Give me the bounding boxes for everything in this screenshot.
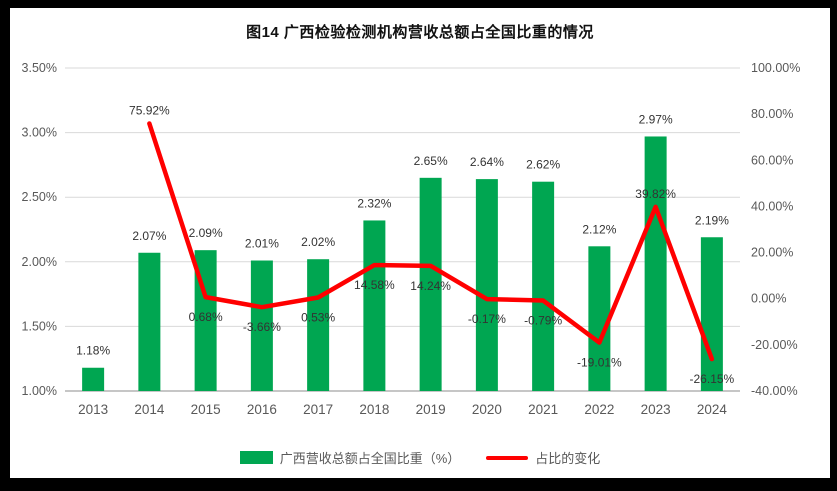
- bar-data-label: 2.01%: [245, 237, 279, 251]
- x-axis-category-label: 2023: [641, 402, 671, 417]
- bar-series-swatch-icon: [239, 451, 273, 464]
- x-axis-category-label: 2019: [416, 402, 446, 417]
- left-axis-tick-label: 2.50%: [22, 190, 57, 204]
- bar-data-label: 2.65%: [414, 154, 448, 168]
- x-axis-category-label: 2013: [78, 402, 108, 417]
- chart-title: 图14 广西检验检测机构营收总额占全国比重的情况: [246, 24, 594, 41]
- left-axis-tick-label: 3.50%: [22, 61, 57, 75]
- right-axis-tick-label: 100.00%: [751, 61, 800, 75]
- line-data-label: 14.24%: [410, 279, 451, 293]
- line-data-label: -19.01%: [577, 356, 622, 370]
- bar: [532, 181, 555, 391]
- bar: [588, 246, 611, 391]
- line-data-label: 39.82%: [635, 187, 676, 201]
- bar-data-label: 2.62%: [526, 158, 560, 172]
- bar-data-label: 2.12%: [582, 222, 616, 236]
- x-axis-category-label: 2015: [191, 402, 221, 417]
- left-axis-tick-label: 1.50%: [22, 319, 57, 333]
- bar: [250, 260, 273, 391]
- right-axis-tick-label: 60.00%: [751, 153, 793, 167]
- legend-bar-series-label: 广西营收总额占全国比重（%）: [279, 451, 461, 466]
- legend-line-series-label: 占比的变化: [535, 451, 601, 466]
- right-axis-tick-label: 40.00%: [751, 199, 793, 213]
- legend-item-line-series: 占比的变化: [486, 448, 600, 467]
- x-axis-category-label: 2024: [697, 402, 728, 417]
- left-axis-tick-label: 3.00%: [22, 126, 57, 140]
- x-axis-category-label: 2014: [134, 402, 165, 417]
- right-axis-tick-label: 0.00%: [751, 292, 786, 306]
- bar: [82, 367, 105, 391]
- line-data-label: -0.17%: [468, 312, 506, 326]
- right-axis-tick-label: 20.00%: [751, 246, 793, 260]
- line-data-label: 0.68%: [189, 310, 223, 324]
- bar-data-label: 2.02%: [301, 235, 335, 249]
- bar: [700, 237, 723, 391]
- line-series: [147, 121, 715, 362]
- chart-svg: 3.50% 3.00% 2.50% 2.00% 1.50% 1.00% 100.00% 80.…: [22, 61, 801, 417]
- legend-item-bar-series: 广西营收总额占全国比重（%）: [239, 448, 461, 467]
- line-data-label: 14.58%: [354, 278, 395, 292]
- chart-canvas: 图14 广西检验检测机构营收总额占全国比重的情况 3.50% 3.00% 2.50%…: [10, 8, 830, 478]
- right-axis-tick-label: -40.00%: [751, 384, 798, 398]
- bar-data-label: 2.32%: [357, 196, 391, 210]
- line-data-label: -3.66%: [243, 320, 281, 334]
- line-data-label: -26.15%: [690, 372, 735, 386]
- bar: [363, 220, 386, 391]
- bar: [475, 179, 498, 391]
- bar: [419, 177, 442, 391]
- bar: [307, 259, 330, 391]
- x-axis-category-label: 2016: [247, 402, 277, 417]
- bar-data-label: 2.09%: [189, 226, 223, 240]
- bar-data-label: 1.18%: [76, 344, 110, 358]
- right-axis-tick-label: -20.00%: [751, 338, 798, 352]
- x-axis-category-label: 2020: [472, 402, 502, 417]
- line-data-label: -0.79%: [524, 314, 562, 328]
- x-axis-category-label: 2018: [359, 402, 389, 417]
- line-data-label: 0.53%: [301, 310, 335, 324]
- bar-data-label: 2.97%: [639, 112, 673, 126]
- line-series-swatch-icon: [486, 455, 529, 460]
- bar: [644, 136, 667, 391]
- bar-data-label: 2.07%: [132, 229, 166, 243]
- bar-data-label: 2.64%: [470, 155, 504, 169]
- left-axis-tick-label: 1.00%: [22, 384, 57, 398]
- bar-data-label: 2.19%: [695, 213, 729, 227]
- x-axis-category-label: 2017: [303, 402, 333, 417]
- x-axis-category-label: 2022: [584, 402, 614, 417]
- chart-legend: 广西营收总额占全国比重（%） 占比的变化: [10, 448, 830, 467]
- line-data-label: 75.92%: [129, 104, 170, 118]
- bar: [138, 252, 161, 391]
- x-axis-category-label: 2021: [528, 402, 558, 417]
- left-axis-tick-label: 2.00%: [22, 255, 57, 269]
- right-axis-tick-label: 80.00%: [751, 107, 793, 121]
